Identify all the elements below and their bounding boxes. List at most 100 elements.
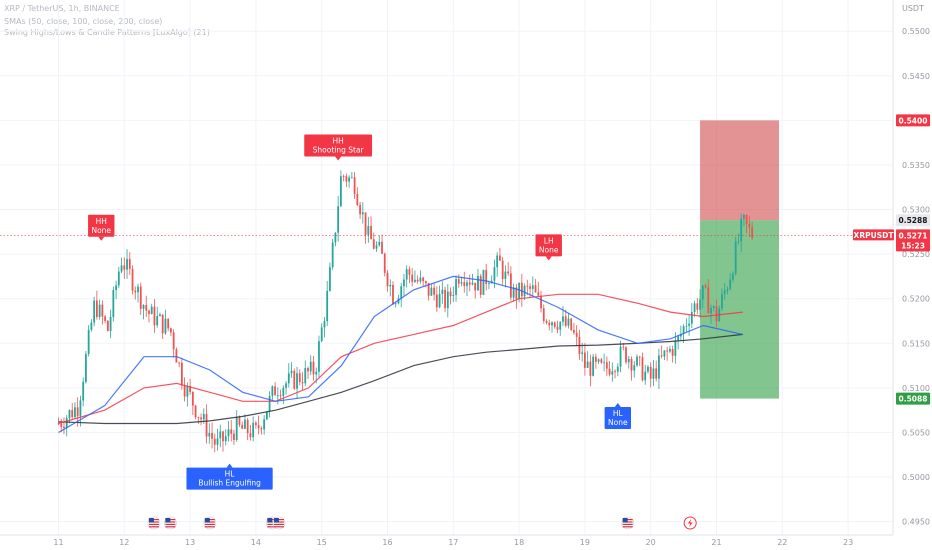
candle-up	[323, 321, 326, 328]
us-flag-icon[interactable]	[621, 516, 635, 530]
candle-up	[304, 368, 307, 384]
candle-down	[671, 348, 674, 356]
swing-label-pattern: None	[608, 418, 628, 427]
candle-up	[400, 286, 403, 299]
price-tag-stop	[896, 114, 930, 127]
candle-up	[592, 356, 595, 376]
bar-countdown-text: 15:23	[901, 241, 925, 250]
candle-up	[112, 290, 115, 318]
swing-label-box	[186, 467, 273, 490]
candle-up	[150, 306, 153, 315]
candle-down	[545, 321, 548, 323]
candle-down	[605, 362, 608, 369]
candle-up	[265, 411, 268, 420]
candle-up	[679, 334, 682, 337]
candle-down	[435, 294, 438, 308]
candle-up	[350, 177, 353, 179]
candle-down	[238, 417, 241, 425]
candle-up	[331, 242, 334, 268]
candle-up	[518, 282, 520, 299]
candle-up	[446, 291, 449, 309]
us-flag-icon-stripe	[273, 526, 284, 528]
swing-label-pointer	[335, 156, 342, 161]
candle-down	[542, 308, 545, 322]
price-axis-tick-label: 0.4950	[902, 518, 930, 527]
candle-up	[562, 316, 564, 322]
candle-up	[282, 387, 285, 397]
candle-up	[430, 287, 433, 296]
us-flag-icon-canton	[622, 518, 628, 523]
candle-up	[581, 352, 584, 354]
candle-down	[745, 215, 748, 224]
candle-up	[504, 271, 507, 280]
swing-label-pointer	[226, 463, 233, 468]
candle-down	[104, 316, 107, 321]
candle-up	[688, 323, 690, 326]
candle-down	[641, 357, 644, 381]
price-axis-tick-label: 0.5200	[902, 295, 930, 304]
price-tag-entry-text: 0.5288	[899, 216, 928, 225]
sma-50-line	[58, 275, 743, 434]
candle-down	[468, 282, 471, 285]
candle-down	[139, 286, 142, 309]
candle-down	[474, 282, 477, 291]
price-axis-tick-label: 0.5100	[902, 384, 930, 393]
candle-up	[98, 304, 101, 317]
candle-up	[85, 354, 87, 382]
event-markers[interactable]	[147, 516, 697, 530]
us-flag-icon-stripe	[165, 523, 176, 525]
candle-up	[616, 366, 619, 372]
candle-down	[622, 346, 625, 348]
take-profit-zone	[700, 220, 780, 399]
legend-sma-indicator[interactable]: SMAs (50, close, 100, close, 200, close)	[4, 17, 163, 26]
candle-up	[309, 361, 312, 372]
candle-up	[586, 361, 589, 368]
candle-up	[693, 303, 696, 313]
stop-loss-zone	[700, 120, 780, 221]
candle-up	[117, 271, 120, 286]
us-flag-icon-stripe	[267, 526, 278, 528]
candle-up	[224, 436, 227, 442]
candle-down	[189, 385, 191, 392]
us-flag-icon-canton	[273, 518, 279, 523]
swing-label-pattern: None	[539, 245, 559, 254]
current-price-tag	[896, 229, 930, 252]
swing-label-pattern: None	[91, 226, 111, 235]
lightning-icon[interactable]	[683, 516, 697, 530]
candle-up	[65, 418, 68, 428]
candle-up	[68, 410, 71, 419]
candle-up	[378, 241, 381, 246]
candle-down	[422, 277, 425, 282]
candle-up	[466, 282, 468, 286]
us-flag-icon[interactable]	[272, 516, 286, 530]
candle-down	[707, 287, 710, 314]
candle-up	[126, 259, 128, 270]
swing-label-box	[88, 214, 115, 237]
candle-down	[584, 352, 586, 368]
time-axis-tick-label: 20	[646, 538, 656, 547]
legend-swing-indicator[interactable]: Swing Highs/Lows & Candle Patterns [LuxA…	[4, 28, 210, 37]
price-axis-background	[893, 0, 932, 550]
us-flag-icon[interactable]	[163, 516, 177, 530]
candle-up	[477, 275, 479, 291]
candle-up	[202, 413, 205, 420]
candle-up	[597, 359, 600, 362]
candle-up	[712, 306, 715, 308]
candle-down	[106, 320, 109, 332]
us-flag-icon[interactable]	[203, 516, 217, 530]
moving-averages	[58, 275, 743, 434]
candle-down	[194, 405, 197, 418]
candle-up	[452, 294, 455, 296]
us-flag-icon-stripe	[267, 523, 278, 525]
us-flag-icon[interactable]	[147, 516, 161, 530]
candle-down	[600, 359, 603, 363]
candle-up	[219, 431, 222, 439]
time-axis-tick-label: 21	[711, 538, 721, 547]
candle-up	[405, 269, 408, 280]
legend-title[interactable]: XRP / TetherUS, 1h, BINANCE	[4, 4, 120, 13]
candle-down	[507, 271, 510, 274]
current-price-text: 0.5271	[899, 231, 928, 240]
candle-up	[721, 293, 723, 309]
candle-down	[178, 362, 181, 364]
